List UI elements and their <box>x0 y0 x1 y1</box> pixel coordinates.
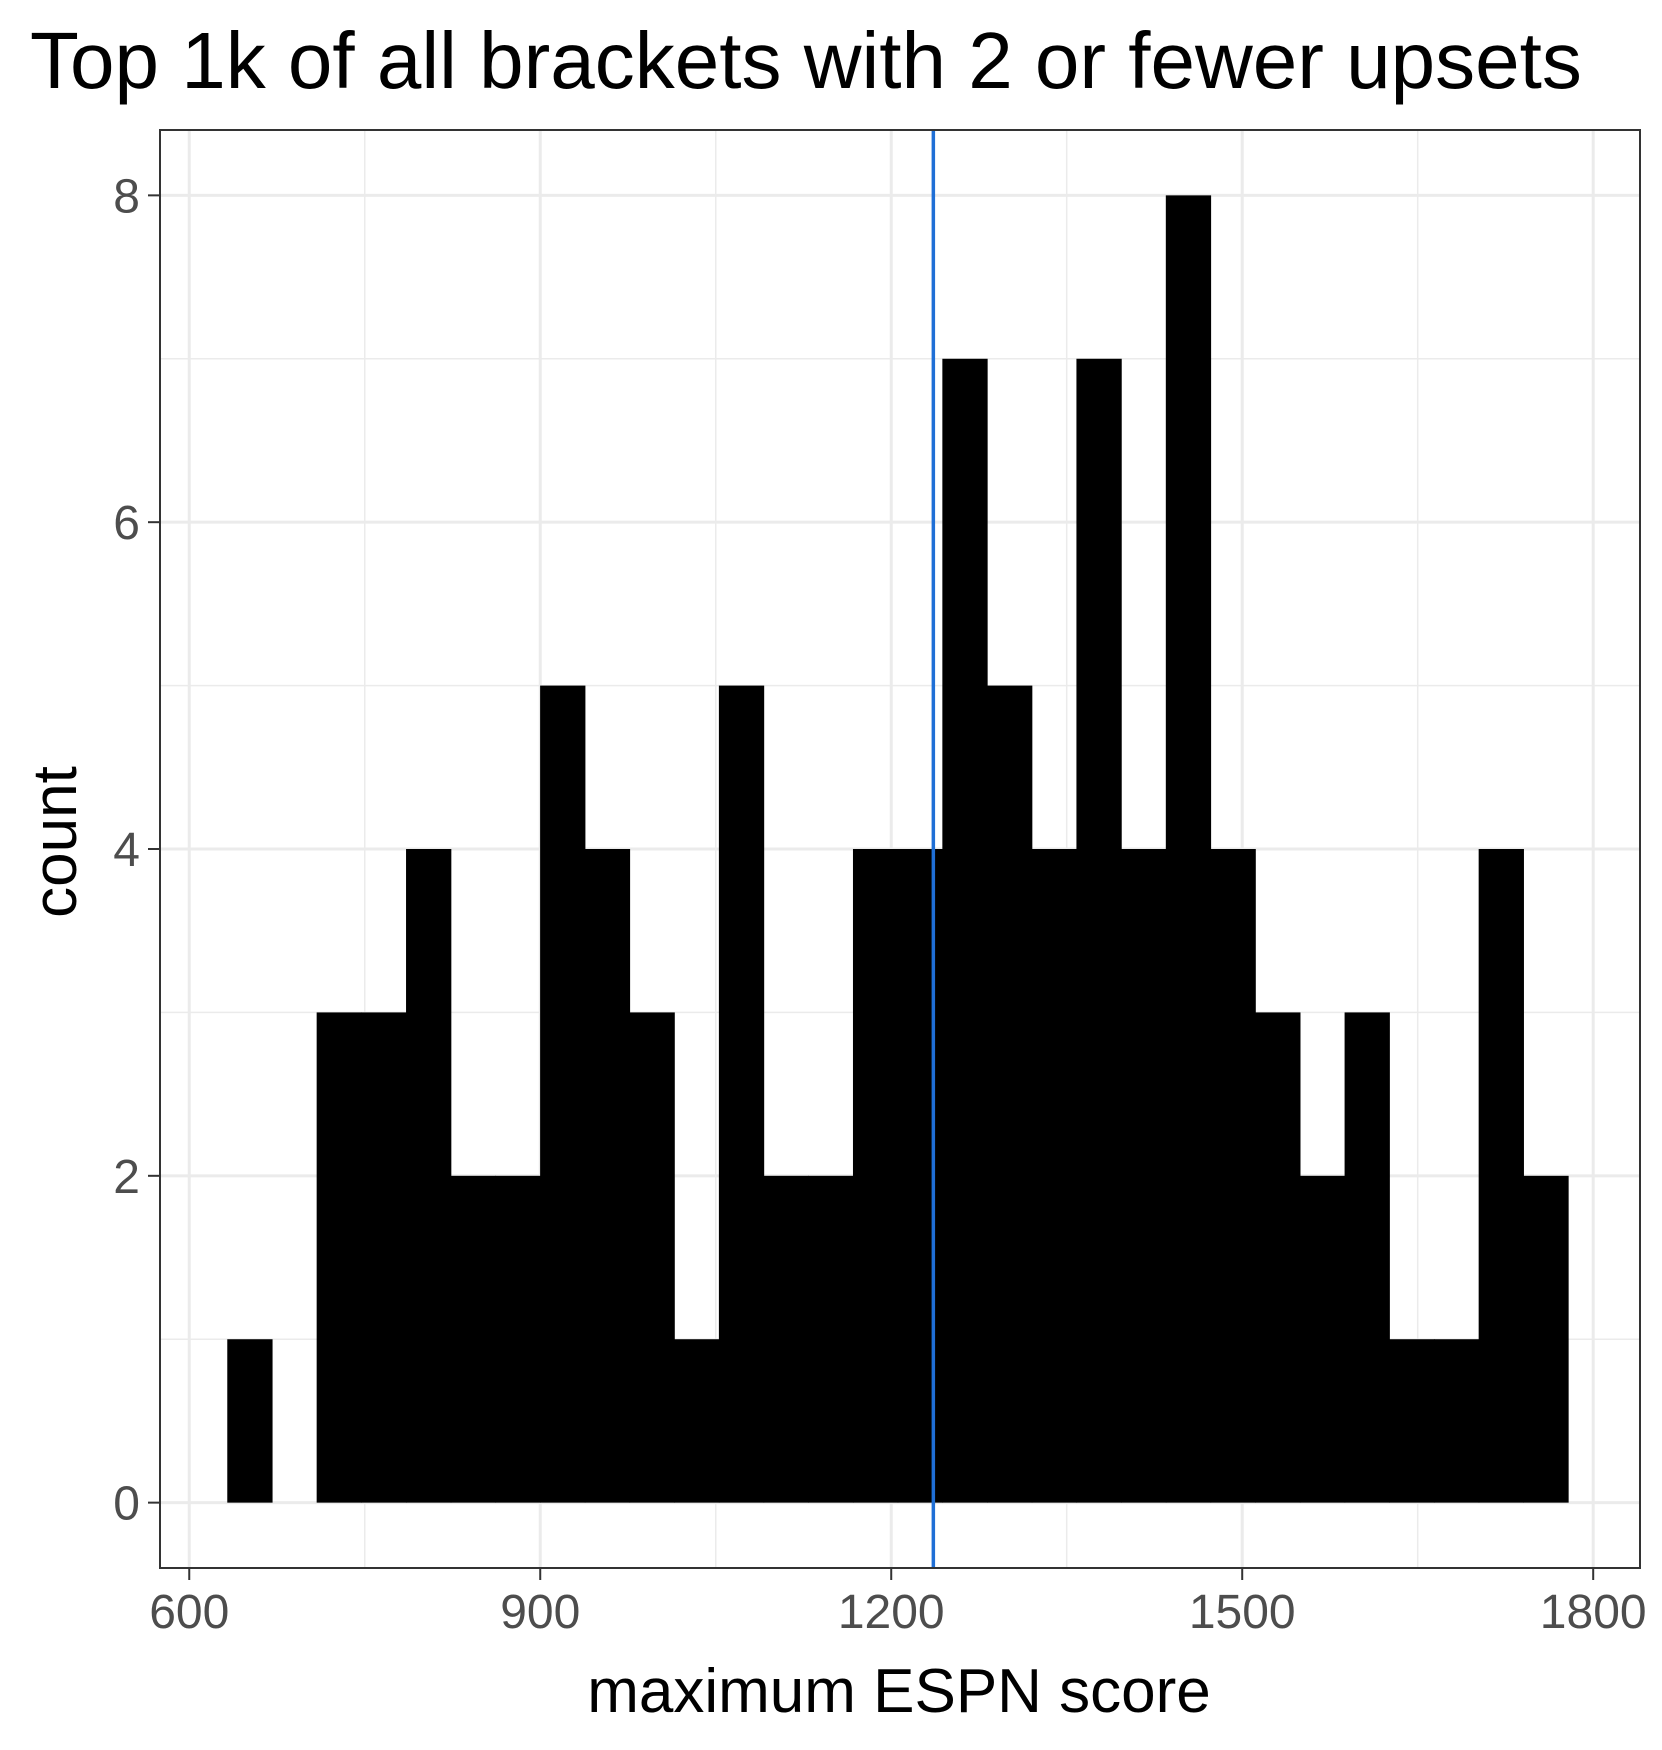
histogram-bar <box>495 1175 541 1503</box>
histogram-bar <box>1121 849 1167 1503</box>
y-tick-label: 4 <box>113 824 140 877</box>
histogram-bar <box>1076 358 1122 1503</box>
histogram-bar <box>852 849 899 1503</box>
x-tick-label: 1500 <box>1189 1586 1296 1639</box>
y-tick-label: 2 <box>113 1151 140 1204</box>
histogram-bar <box>1255 1012 1301 1503</box>
histogram-bar <box>1299 1175 1346 1503</box>
histogram-bar <box>1523 1175 1569 1503</box>
histogram-bar <box>540 685 586 1503</box>
x-axis-ticks: 600 900 1200 1500 1800 <box>149 1568 1647 1639</box>
chart-title: Top 1k of all brackets with 2 or fewer u… <box>30 16 1582 105</box>
histogram-bar <box>763 1175 809 1503</box>
histogram-bar <box>942 358 988 1503</box>
histogram-bar <box>629 1012 675 1503</box>
histogram-bar <box>674 1339 720 1503</box>
x-tick-label: 1800 <box>1540 1586 1647 1639</box>
x-tick-label: 600 <box>149 1586 229 1639</box>
histogram-bar <box>406 849 452 1503</box>
x-axis-title: maximum ESPN score <box>587 1657 1211 1726</box>
histogram-bar <box>1478 849 1524 1503</box>
y-axis-ticks: 0 2 4 6 8 <box>113 170 160 1531</box>
histogram-bar <box>987 685 1033 1503</box>
histogram-bar <box>718 685 765 1503</box>
histogram-bar <box>361 1012 407 1503</box>
x-tick-label: 1200 <box>838 1586 945 1639</box>
histogram-bar <box>316 1012 362 1503</box>
histogram-bar <box>227 1339 273 1503</box>
histogram-bar <box>1433 1339 1480 1503</box>
histogram-bar <box>1389 1339 1435 1503</box>
y-tick-label: 8 <box>113 170 140 223</box>
histogram-bar <box>584 849 631 1503</box>
y-axis-title: count <box>21 766 90 918</box>
y-tick-label: 0 <box>113 1478 140 1531</box>
histogram-bar <box>1344 1012 1390 1503</box>
histogram-bar <box>1165 195 1212 1503</box>
y-tick-label: 6 <box>113 497 140 550</box>
histogram-bar <box>808 1175 854 1503</box>
histogram-bar <box>450 1175 497 1503</box>
histogram-bars <box>227 195 1569 1503</box>
histogram-bar <box>897 849 943 1503</box>
x-tick-label: 900 <box>500 1586 580 1639</box>
histogram-bar <box>1210 849 1256 1503</box>
histogram-bar <box>1031 849 1078 1503</box>
